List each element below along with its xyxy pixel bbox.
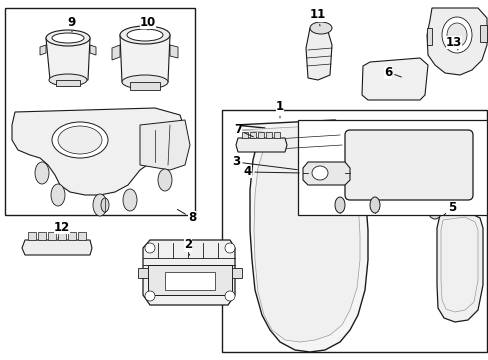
Polygon shape — [58, 232, 66, 240]
Polygon shape — [46, 38, 90, 80]
Polygon shape — [120, 35, 170, 82]
Polygon shape — [138, 268, 148, 278]
Text: 2: 2 — [183, 238, 192, 255]
Text: 4: 4 — [244, 166, 299, 179]
Ellipse shape — [309, 22, 331, 34]
Ellipse shape — [101, 198, 109, 212]
Ellipse shape — [127, 29, 163, 41]
Polygon shape — [426, 28, 431, 45]
Polygon shape — [235, 120, 367, 352]
Polygon shape — [68, 232, 76, 240]
Polygon shape — [28, 232, 36, 240]
Polygon shape — [90, 45, 96, 55]
Text: 10: 10 — [140, 15, 156, 30]
Ellipse shape — [158, 169, 172, 191]
Polygon shape — [258, 132, 264, 138]
Polygon shape — [240, 125, 359, 342]
Ellipse shape — [145, 243, 155, 253]
Polygon shape — [170, 45, 178, 58]
Polygon shape — [130, 82, 160, 90]
Text: 1: 1 — [275, 100, 284, 118]
Text: 6: 6 — [383, 66, 401, 78]
Ellipse shape — [58, 126, 102, 154]
Polygon shape — [40, 45, 46, 55]
Ellipse shape — [224, 243, 235, 253]
Ellipse shape — [35, 162, 49, 184]
Ellipse shape — [224, 291, 235, 301]
Polygon shape — [12, 108, 184, 195]
Text: 13: 13 — [445, 36, 461, 50]
Ellipse shape — [441, 17, 471, 53]
Bar — [297, 120, 486, 215]
Text: 9: 9 — [68, 15, 76, 32]
Ellipse shape — [49, 74, 87, 86]
Polygon shape — [273, 132, 280, 138]
Polygon shape — [426, 8, 486, 75]
Text: 7: 7 — [233, 123, 253, 137]
Ellipse shape — [446, 23, 466, 47]
Ellipse shape — [52, 33, 84, 43]
Polygon shape — [142, 240, 235, 305]
Polygon shape — [303, 162, 349, 185]
Polygon shape — [38, 232, 46, 240]
Polygon shape — [231, 268, 242, 278]
Polygon shape — [361, 58, 427, 100]
Text: 8: 8 — [177, 210, 196, 225]
Text: 5: 5 — [443, 202, 455, 215]
Polygon shape — [164, 272, 215, 290]
Polygon shape — [242, 132, 247, 138]
Text: 3: 3 — [231, 156, 297, 170]
Ellipse shape — [145, 291, 155, 301]
Ellipse shape — [93, 194, 107, 216]
Ellipse shape — [51, 184, 65, 206]
Ellipse shape — [369, 197, 379, 213]
Polygon shape — [112, 45, 120, 60]
Bar — [5, 8, 195, 215]
Ellipse shape — [120, 26, 170, 44]
Text: 11: 11 — [309, 9, 325, 26]
Text: 12: 12 — [54, 221, 70, 238]
Ellipse shape — [122, 75, 168, 89]
Polygon shape — [265, 132, 271, 138]
Polygon shape — [236, 138, 286, 152]
Polygon shape — [78, 232, 86, 240]
Polygon shape — [56, 80, 80, 86]
Polygon shape — [140, 120, 190, 170]
Polygon shape — [22, 240, 92, 255]
Polygon shape — [48, 232, 56, 240]
Ellipse shape — [46, 30, 90, 46]
Ellipse shape — [52, 122, 108, 158]
Polygon shape — [249, 132, 256, 138]
Ellipse shape — [311, 166, 327, 180]
Polygon shape — [148, 265, 231, 295]
Ellipse shape — [334, 197, 345, 213]
Polygon shape — [305, 28, 331, 80]
Ellipse shape — [123, 189, 137, 211]
Polygon shape — [479, 25, 486, 42]
FancyBboxPatch shape — [345, 130, 472, 200]
Bar — [222, 110, 486, 352]
Ellipse shape — [427, 201, 441, 219]
Polygon shape — [436, 212, 482, 322]
